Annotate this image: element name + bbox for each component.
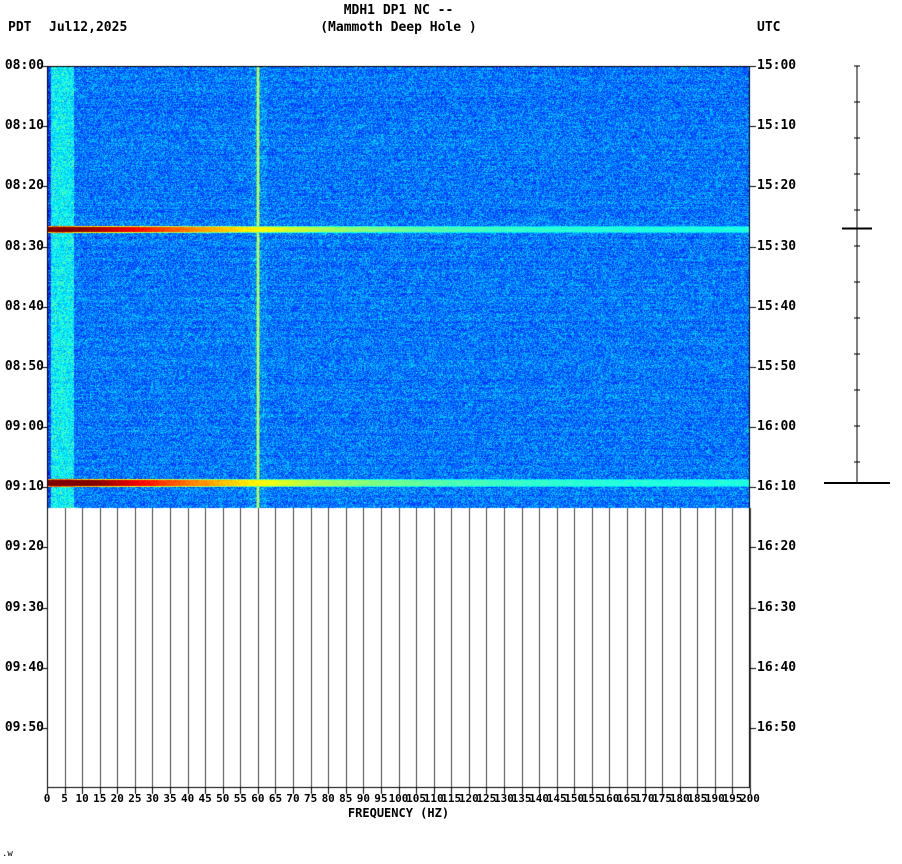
right-time-tick-15:30: 15:30 [757, 238, 797, 254]
freq-tick-45: 45 [198, 792, 212, 805]
station-title: MDH1 DP1 NC -- [343, 3, 454, 18]
right-time-tick-15:10: 15:10 [757, 118, 797, 134]
right-time-tick-16:20: 16:20 [757, 539, 797, 555]
freq-tick-155: 155 [581, 792, 602, 805]
date-label: Jul12,2025 [49, 20, 128, 35]
right-time-tick-15:20: 15:20 [757, 178, 797, 194]
freq-tick-140: 140 [529, 792, 550, 805]
left-time-tick-09:10: 09:10 [4, 479, 44, 495]
right-time-tick-16:40: 16:40 [757, 659, 797, 675]
x-axis-title: FREQUENCY (HZ) [347, 806, 450, 820]
freq-tick-80: 80 [321, 792, 335, 805]
station-subtitle: (Mammoth Deep Hole ) [320, 20, 477, 35]
freq-tick-55: 55 [233, 792, 247, 805]
left-time-tick-09:20: 09:20 [4, 539, 44, 555]
freq-tick-30: 30 [145, 792, 160, 805]
right-time-tick-15:40: 15:40 [757, 298, 797, 314]
freq-tick-195: 195 [722, 792, 743, 805]
freq-tick-35: 35 [163, 792, 177, 805]
right-time-tick-15:50: 15:50 [757, 358, 797, 374]
freq-tick-180: 180 [669, 792, 690, 805]
spectrogram-plot [39, 58, 758, 796]
freq-tick-125: 125 [476, 792, 497, 805]
freq-tick-40: 40 [180, 792, 195, 805]
freq-tick-150: 150 [564, 792, 585, 805]
timezone-left-label: PDT [8, 20, 32, 35]
freq-tick-0: 0 [43, 792, 51, 805]
freq-tick-60: 60 [251, 792, 265, 805]
freq-tick-120: 120 [458, 792, 479, 805]
freq-tick-90: 90 [356, 792, 370, 805]
left-time-tick-08:20: 08:20 [4, 178, 44, 194]
freq-tick-25: 25 [128, 792, 142, 805]
left-time-tick-08:30: 08:30 [4, 238, 44, 254]
left-time-tick-09:00: 09:00 [4, 419, 44, 434]
freq-tick-10: 10 [75, 792, 89, 805]
freq-tick-85: 85 [339, 792, 353, 805]
amplitude-scale-bar [824, 65, 890, 484]
timezone-right-label: UTC [757, 20, 781, 35]
footer-note: .w [2, 849, 13, 859]
left-time-tick-08:50: 08:50 [4, 358, 44, 374]
freq-tick-130: 130 [494, 792, 514, 805]
left-time-tick-09:30: 09:30 [4, 599, 44, 615]
freq-tick-200: 200 [740, 792, 760, 805]
freq-tick-95: 95 [374, 792, 388, 805]
right-time-tick-16:10: 16:10 [757, 479, 797, 495]
freq-tick-65: 65 [268, 792, 283, 805]
freq-tick-190: 190 [704, 792, 725, 805]
freq-tick-5: 5 [61, 792, 68, 805]
left-time-tick-08:40: 08:40 [4, 298, 44, 314]
freq-tick-15: 15 [93, 792, 107, 805]
left-time-tick-08:00: 08:00 [4, 58, 44, 73]
right-time-tick-15:00: 15:00 [757, 58, 797, 73]
freq-tick-165: 165 [617, 792, 637, 805]
left-time-tick-08:10: 08:10 [4, 118, 44, 134]
freq-tick-105: 105 [406, 792, 426, 805]
freq-tick-175: 175 [652, 792, 673, 805]
right-time-tick-16:50: 16:50 [757, 719, 797, 735]
freq-tick-50: 50 [216, 792, 230, 805]
freq-tick-110: 110 [423, 792, 444, 805]
freq-tick-185: 185 [687, 792, 708, 805]
freq-tick-135: 135 [511, 792, 532, 805]
freq-tick-100: 100 [388, 792, 409, 805]
freq-tick-75: 75 [304, 792, 318, 805]
freq-tick-20: 20 [110, 792, 124, 805]
right-time-tick-16:00: 16:00 [757, 419, 797, 434]
right-time-tick-16:30: 16:30 [757, 599, 797, 615]
freq-tick-115: 115 [441, 792, 462, 805]
freq-tick-145: 145 [546, 792, 567, 805]
left-time-tick-09:50: 09:50 [4, 719, 44, 735]
freq-tick-160: 160 [599, 792, 620, 805]
freq-tick-170: 170 [634, 792, 655, 805]
left-time-tick-09:40: 09:40 [4, 659, 44, 675]
freq-tick-70: 70 [286, 792, 300, 805]
